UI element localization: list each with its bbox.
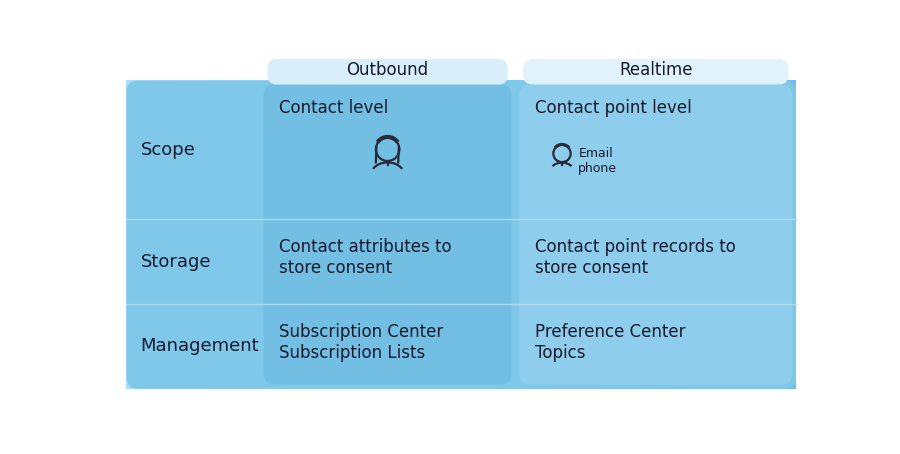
FancyBboxPatch shape — [267, 59, 508, 84]
FancyBboxPatch shape — [523, 59, 788, 84]
FancyBboxPatch shape — [126, 81, 796, 389]
Text: Preference Center
Topics: Preference Center Topics — [535, 323, 686, 362]
Text: Scope: Scope — [140, 141, 195, 159]
FancyBboxPatch shape — [519, 84, 792, 385]
Text: Outbound: Outbound — [346, 61, 428, 79]
Text: Email
phone: Email phone — [579, 147, 617, 175]
Text: Realtime: Realtime — [619, 61, 692, 79]
Text: Subscription Center
Subscription Lists: Subscription Center Subscription Lists — [279, 323, 444, 362]
Text: Storage: Storage — [140, 252, 211, 271]
Text: Contact attributes to
store consent: Contact attributes to store consent — [279, 238, 452, 277]
FancyBboxPatch shape — [264, 84, 511, 385]
Text: Management: Management — [140, 337, 259, 355]
Text: Contact point level: Contact point level — [535, 99, 691, 117]
Text: Contact level: Contact level — [279, 99, 389, 117]
Text: Contact point records to
store consent: Contact point records to store consent — [535, 238, 736, 277]
